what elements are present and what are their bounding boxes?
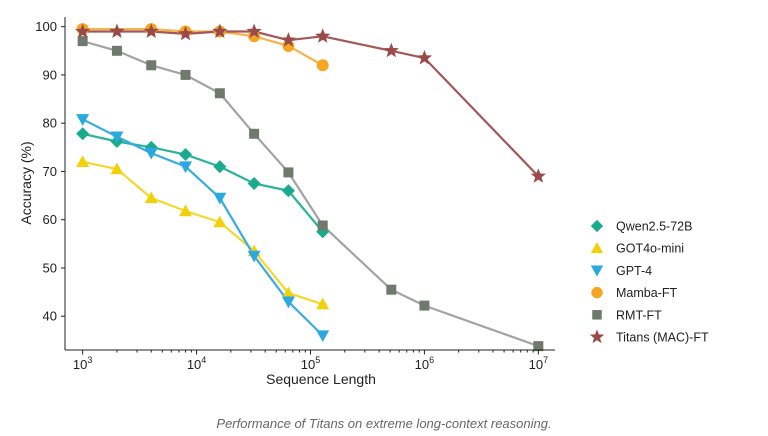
legend-item-qwen2-5-72b: Qwen2.5-72B bbox=[590, 219, 692, 234]
data-point-qwen2-5-72b bbox=[281, 184, 295, 198]
data-point-titans-mac-ft bbox=[315, 28, 331, 43]
data-point-qwen2-5-72b bbox=[179, 148, 193, 162]
legend-label: Mamba-FT bbox=[616, 286, 677, 300]
data-point-titans-mac-ft bbox=[246, 23, 262, 38]
data-point-titans-mac-ft bbox=[530, 168, 546, 183]
data-point-qwen2-5-72b bbox=[213, 160, 227, 174]
x-tick-label: 106 bbox=[415, 355, 434, 372]
series-line-gpt-4 bbox=[81, 118, 324, 337]
data-point-got4o-mini bbox=[281, 286, 295, 299]
plot-markers bbox=[75, 23, 546, 352]
data-point-rmt-ft bbox=[386, 284, 397, 295]
legend-marker-qwen2-5-72b bbox=[590, 219, 604, 233]
legend-label: GOT4o-mini bbox=[616, 242, 684, 256]
x-tick-label: 105 bbox=[301, 355, 320, 372]
data-point-titans-mac-ft bbox=[280, 32, 297, 47]
data-point-rmt-ft bbox=[180, 69, 191, 80]
data-point-rmt-ft bbox=[214, 88, 225, 99]
legend-item-rmt-ft: RMT-FT bbox=[592, 308, 662, 322]
data-point-titans-mac-ft bbox=[177, 25, 194, 41]
legend-item-gpt-4: GPT-4 bbox=[590, 264, 652, 278]
x-tick-label: 103 bbox=[73, 355, 92, 372]
data-point-rmt-ft bbox=[419, 300, 430, 311]
data-point-titans-mac-ft bbox=[212, 23, 228, 38]
data-point-rmt-ft bbox=[317, 220, 328, 231]
axes: 40 50 60 70 80 90 100 103 104 105 106 107 bbox=[35, 17, 555, 372]
data-point-titans-mac-ft bbox=[383, 42, 399, 58]
data-point-gpt-4 bbox=[110, 131, 124, 144]
plot-lines bbox=[81, 27, 540, 348]
data-point-got4o-mini bbox=[76, 155, 90, 167]
legend-marker-mamba-ft bbox=[591, 286, 603, 299]
data-point-gpt-4 bbox=[316, 330, 330, 343]
data-point-got4o-mini bbox=[144, 191, 158, 204]
x-axis-title: Sequence Length bbox=[266, 371, 376, 387]
chart: 40 50 60 70 80 90 100 103 104 105 106 107 Qwen2.5-7… bbox=[18, 17, 709, 387]
data-point-rmt-ft bbox=[146, 60, 157, 71]
data-point-got4o-mini bbox=[179, 204, 193, 217]
series-line-qwen2-5-72b bbox=[81, 132, 324, 233]
data-point-rmt-ft bbox=[249, 128, 260, 139]
data-point-got4o-mini bbox=[110, 162, 124, 175]
data-point-gpt-4 bbox=[144, 147, 158, 160]
y-tick-label: 100 bbox=[35, 19, 57, 34]
y-axis-title: Accuracy (%) bbox=[18, 141, 34, 224]
data-point-mamba-ft bbox=[316, 59, 329, 72]
data-point-gpt-4 bbox=[281, 296, 295, 309]
data-point-titans-mac-ft bbox=[143, 23, 159, 38]
data-point-qwen2-5-72b bbox=[247, 177, 261, 190]
y-tick-label: 40 bbox=[43, 309, 57, 324]
legend-marker-rmt-ft bbox=[592, 310, 602, 320]
data-point-rmt-ft bbox=[77, 36, 88, 47]
legend-item-titans-mac-ft: Titans (MAC)-FT bbox=[589, 329, 709, 345]
legend-item-mamba-ft: Mamba-FT bbox=[591, 286, 677, 300]
legend-label: GPT-4 bbox=[616, 264, 652, 278]
data-point-got4o-mini bbox=[213, 215, 227, 228]
y-tick-label: 80 bbox=[43, 116, 57, 131]
data-point-rmt-ft bbox=[111, 45, 122, 56]
data-point-rmt-ft bbox=[283, 167, 294, 178]
data-point-gpt-4 bbox=[76, 114, 90, 126]
data-point-titans-mac-ft bbox=[75, 23, 91, 38]
data-point-gpt-4 bbox=[247, 250, 261, 263]
legend-label: Qwen2.5-72B bbox=[616, 220, 692, 234]
y-tick-label: 90 bbox=[43, 67, 57, 82]
data-point-qwen2-5-72b bbox=[76, 127, 90, 141]
legend-label: RMT-FT bbox=[616, 308, 662, 322]
data-point-gpt-4 bbox=[213, 192, 227, 205]
legend-marker-gpt-4 bbox=[590, 265, 604, 277]
data-point-rmt-ft bbox=[533, 341, 544, 352]
legend: Qwen2.5-72B GOT4o-mini GPT-4 Mamba-FT RMT-FT… bbox=[589, 219, 709, 345]
data-point-titans-mac-ft bbox=[416, 50, 433, 65]
y-tick-label: 60 bbox=[43, 212, 57, 227]
legend-marker-got4o-mini bbox=[590, 242, 604, 254]
chart-caption: Performance of Titans on extreme long-co… bbox=[216, 416, 552, 431]
legend-item-got4o-mini: GOT4o-mini bbox=[590, 242, 684, 256]
y-tick-label: 70 bbox=[43, 164, 57, 179]
data-point-titans-mac-ft bbox=[109, 23, 125, 38]
legend-label: Titans (MAC)-FT bbox=[616, 331, 709, 345]
legend-marker-titans-mac-ft bbox=[589, 329, 605, 344]
y-tick-label: 50 bbox=[43, 260, 57, 275]
x-tick-label: 107 bbox=[529, 355, 548, 372]
data-point-gpt-4 bbox=[179, 161, 193, 174]
x-tick-label: 104 bbox=[187, 355, 206, 372]
data-point-got4o-mini bbox=[316, 297, 330, 310]
